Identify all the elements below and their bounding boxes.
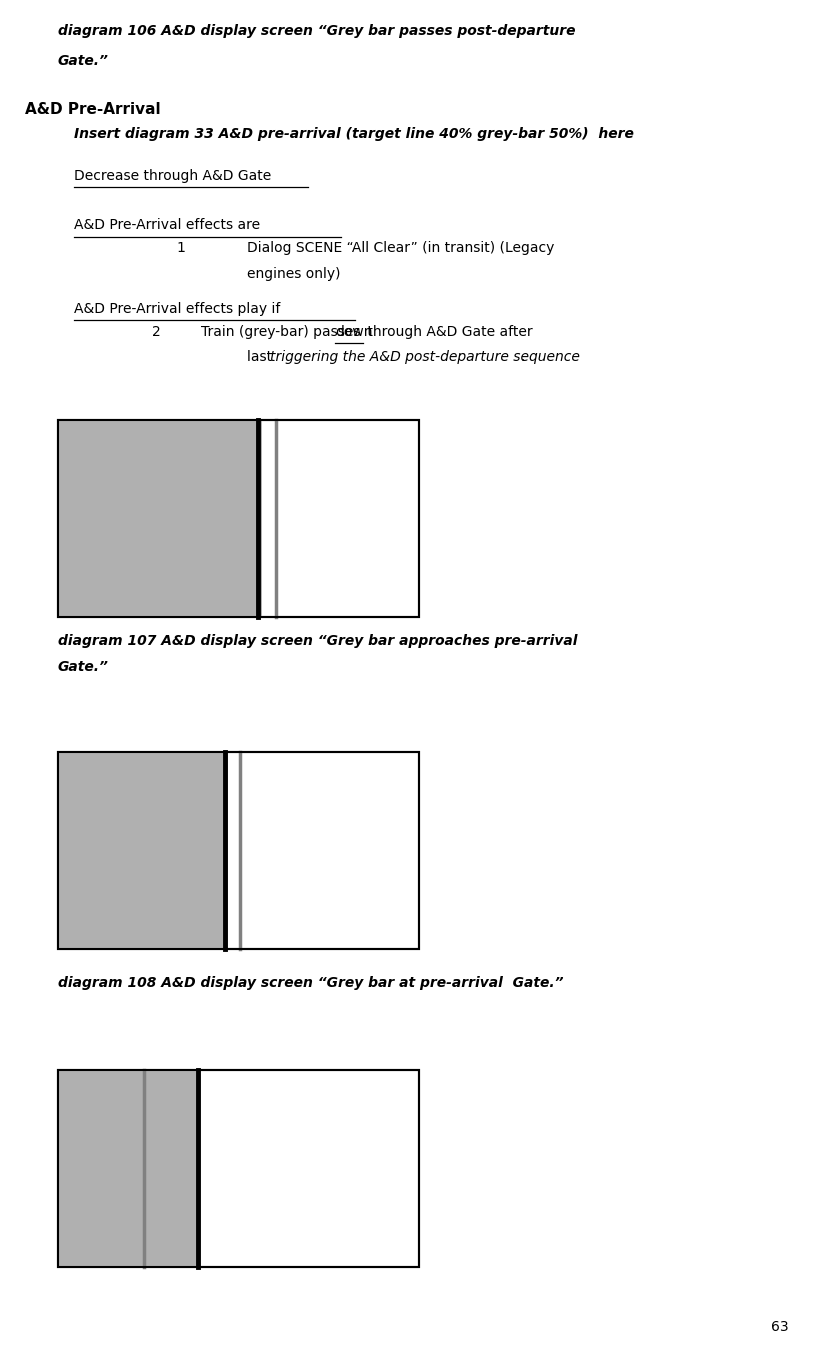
Text: A&D Pre-Arrival: A&D Pre-Arrival <box>25 102 160 117</box>
Bar <box>58 752 419 948</box>
Bar <box>58 420 262 617</box>
Text: 63: 63 <box>772 1320 789 1333</box>
Bar <box>58 420 419 617</box>
Bar <box>58 1070 419 1267</box>
Text: Insert diagram 33 A&D pre-arrival (target line 40% grey-bar 50%)  here: Insert diagram 33 A&D pre-arrival (targe… <box>74 127 634 141</box>
Text: engines only): engines only) <box>247 267 340 280</box>
Text: down: down <box>335 325 373 339</box>
Text: 2: 2 <box>152 325 161 339</box>
Text: Gate.”: Gate.” <box>58 660 109 673</box>
Text: triggering the A&D post-departure sequence: triggering the A&D post-departure sequen… <box>270 350 580 363</box>
Text: Decrease through A&D Gate: Decrease through A&D Gate <box>74 169 271 183</box>
Text: Gate.”: Gate.” <box>58 54 109 68</box>
Bar <box>58 1070 419 1267</box>
Bar <box>58 420 419 617</box>
Text: diagram 108 A&D display screen “Grey bar at pre-arrival  Gate.”: diagram 108 A&D display screen “Grey bar… <box>58 976 563 989</box>
Text: A&D Pre-Arrival effects are: A&D Pre-Arrival effects are <box>74 218 260 232</box>
Text: diagram 106 A&D display screen “Grey bar passes post-departure: diagram 106 A&D display screen “Grey bar… <box>58 24 575 38</box>
Text: Train (grey-bar) passes: Train (grey-bar) passes <box>201 325 365 339</box>
Text: A&D Pre-Arrival effects play if: A&D Pre-Arrival effects play if <box>74 302 280 316</box>
Bar <box>58 1070 201 1267</box>
Bar <box>58 752 419 948</box>
Text: Dialog SCENE “All Clear” (in transit) (Legacy: Dialog SCENE “All Clear” (in transit) (L… <box>247 241 554 255</box>
Text: diagram 107 A&D display screen “Grey bar approaches pre-arrival: diagram 107 A&D display screen “Grey bar… <box>58 634 577 648</box>
Text: through A&D Gate after: through A&D Gate after <box>363 325 533 339</box>
Bar <box>58 752 228 948</box>
Text: .: . <box>520 350 524 363</box>
Text: 1: 1 <box>177 241 186 255</box>
Text: last: last <box>247 350 276 363</box>
